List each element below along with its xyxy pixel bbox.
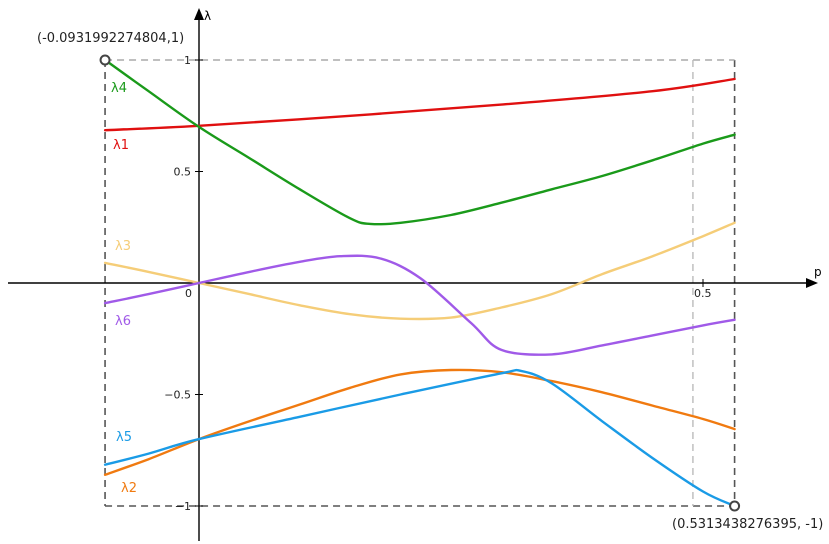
x-tick-label: 0 (185, 287, 192, 300)
y-tick-label: 1 (184, 54, 191, 67)
corner-label-bottom-right: (0.5313438276395, -1) (672, 517, 823, 532)
x-tick-label: 0.5 (694, 287, 712, 300)
series-label-3: λ3 (115, 239, 131, 254)
y-tick-label: 0.5 (174, 166, 192, 179)
series-label-6: λ6 (115, 314, 131, 329)
series-line-6 (103, 254, 736, 356)
corner-point-bottom-right[interactable] (729, 500, 741, 512)
series-line-5 (103, 368, 736, 508)
series-line-4 (103, 58, 736, 226)
axes: p λ 0 0.5 1 0.5 −0.5 −1 (8, 8, 822, 541)
labels-layer: λ1 λ2 λ3 λ4 λ5 λ6 (-0.0931992274804,1) (0.53134… (37, 31, 823, 532)
series-label-4: λ4 (111, 81, 127, 96)
series-label-5: λ5 (116, 430, 132, 445)
corner-label-top-left: (-0.0931992274804,1) (37, 31, 184, 46)
x-axis-label: p (814, 265, 822, 279)
y-axis-label: λ (204, 9, 211, 23)
series-label-2: λ2 (121, 481, 137, 496)
series-layer (103, 58, 736, 508)
series-label-1: λ1 (113, 138, 129, 153)
y-tick-label: −1 (175, 500, 191, 513)
series-line-3 (103, 221, 736, 321)
corner-point-top-left[interactable] (99, 54, 111, 66)
y-tick-label: −0.5 (164, 389, 191, 402)
y-axis-arrow-icon (194, 8, 204, 20)
x-axis-arrow-icon (806, 278, 818, 288)
